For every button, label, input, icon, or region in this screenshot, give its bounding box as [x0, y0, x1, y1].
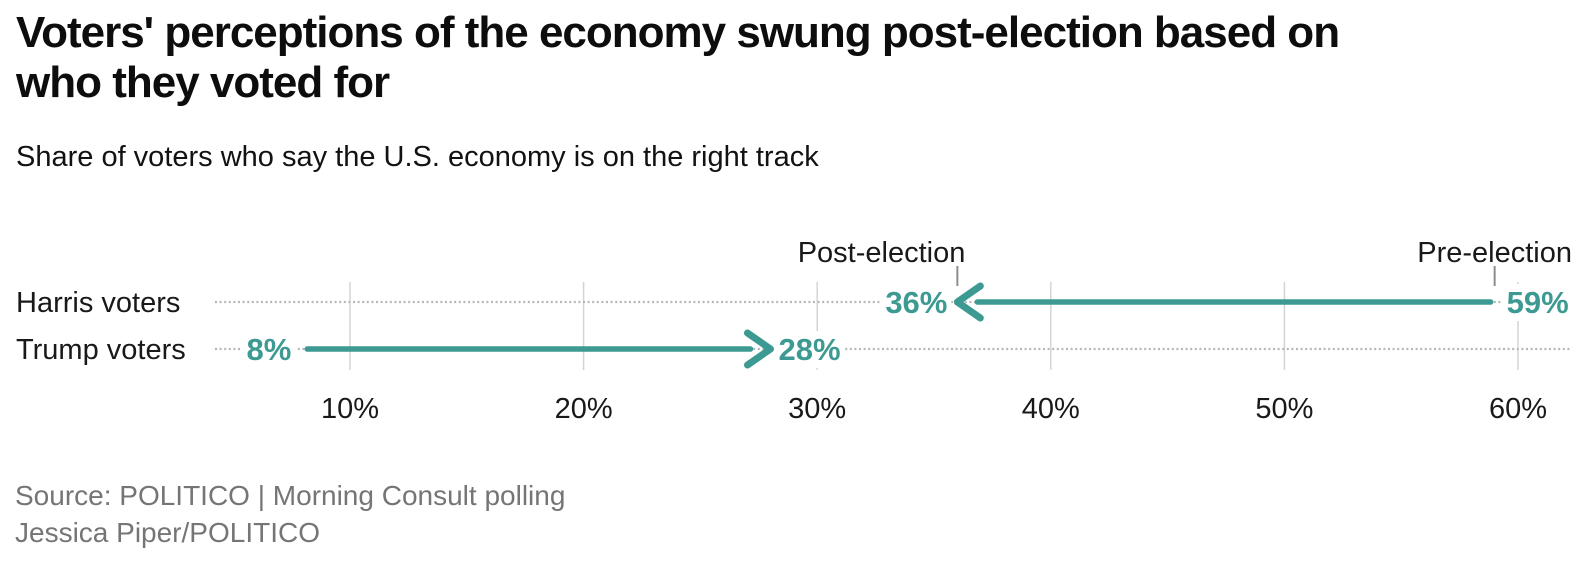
dumbbell-arrow-chart: 10% 20% 30% 40% 50% 60% Post-election Pre-elect… — [0, 220, 1584, 440]
value-label-pre-trump-voters: 8% — [246, 332, 291, 367]
value-label-pre-trump-voters-mask — [242, 331, 296, 368]
title-line-1: Voters' perceptions of the economy swung… — [16, 8, 1340, 57]
chart-subtitle: Share of voters who say the U.S. economy… — [16, 141, 819, 173]
source-note: Source: POLITICO | Morning Consult polli… — [15, 477, 565, 551]
value-label-pre-harris-voters-mask — [1502, 284, 1573, 321]
annotation-label-pre-election: Pre-election — [1417, 237, 1572, 269]
value-label-post-harris-voters-mask — [881, 284, 952, 321]
title-line-2: who they voted for — [16, 58, 390, 107]
source-line: Source: POLITICO | Morning Consult polli… — [15, 480, 566, 511]
x-tick-label-20%: 20% — [555, 393, 613, 425]
value-label-post-trump-voters-mask — [774, 331, 845, 368]
annotation-label-post-election: Post-election — [798, 237, 966, 269]
value-label-post-harris-voters: 36% — [885, 285, 947, 320]
x-tick-label-60%: 60% — [1489, 393, 1547, 425]
x-tick-label-10%: 10% — [321, 393, 379, 425]
chart-canvas: 10% 20% 30% 40% 50% 60% Post-election Pre-elect… — [16, 237, 1573, 425]
byline: Jessica Piper/POLITICO — [15, 517, 320, 548]
arrow-head-trump-voters — [743, 329, 774, 369]
value-label-post-trump-voters: 28% — [778, 332, 840, 367]
value-label-pre-harris-voters: 59% — [1507, 285, 1569, 320]
chart-title: Voters' perceptions of the economy swung… — [16, 8, 1568, 108]
row-label-trump-voters: Trump voters — [16, 334, 186, 366]
x-tick-label-50%: 50% — [1255, 393, 1313, 425]
row-label-harris-voters: Harris voters — [16, 287, 180, 319]
header: Voters' perceptions of the economy swung… — [16, 8, 1568, 173]
x-tick-label-30%: 30% — [788, 393, 846, 425]
x-tick-label-40%: 40% — [1022, 393, 1080, 425]
arrow-head-harris-voters — [953, 282, 984, 322]
